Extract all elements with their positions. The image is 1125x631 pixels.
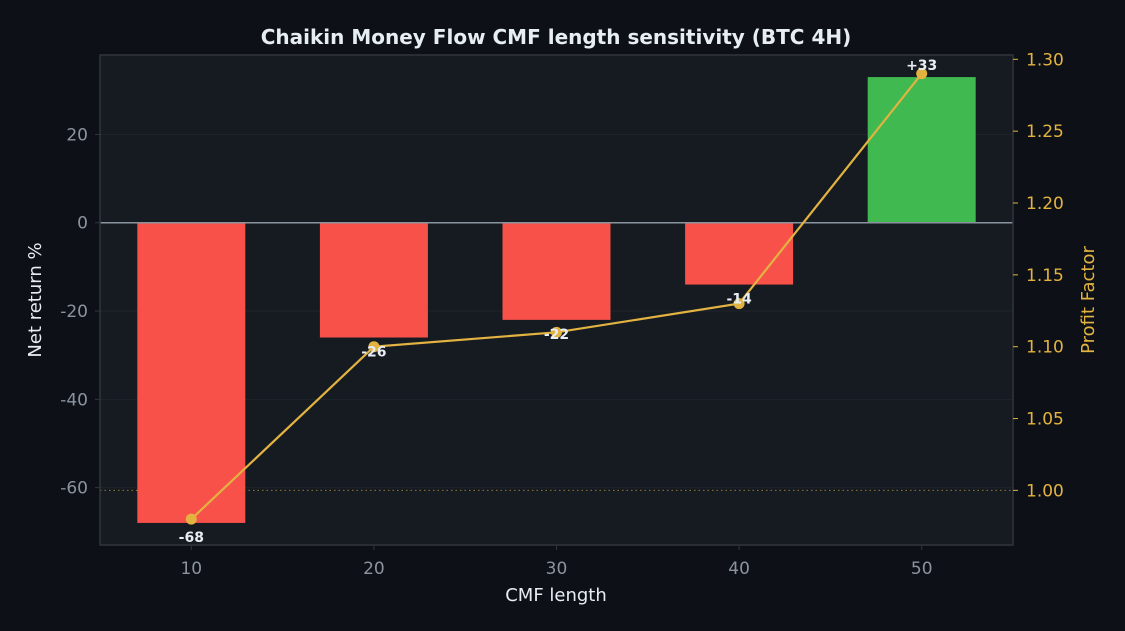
y-tick-label: -60 xyxy=(60,479,88,499)
y2-tick-label: 1.00 xyxy=(1026,481,1064,501)
profit-factor-point xyxy=(368,341,380,353)
y2-tick-label: 1.05 xyxy=(1026,410,1064,430)
profit-factor-point xyxy=(551,326,562,338)
y2-tick-label: 1.25 xyxy=(1026,122,1064,142)
bar-value-label: +33 xyxy=(906,58,937,74)
x-axis-ticks: 10 20 30 40 50 xyxy=(180,545,933,579)
bar-value-labels: -68 -26 -22 -14 +33 xyxy=(179,58,938,546)
y2-tick-label: 1.10 xyxy=(1026,338,1064,358)
chart-title: Chaikin Money Flow CMF length sensitivit… xyxy=(261,25,852,49)
x-tick-label: 10 xyxy=(180,559,202,579)
y2-axis-label: Profit Factor xyxy=(1078,246,1099,354)
bar xyxy=(685,222,794,285)
bar xyxy=(137,222,246,523)
y2-tick-label: 1.20 xyxy=(1026,194,1064,214)
profit-factor-point xyxy=(733,298,745,310)
profit-factor-point xyxy=(185,513,197,525)
profit-factor-line-layer xyxy=(185,68,928,525)
y2-tick-label: 1.15 xyxy=(1026,266,1064,286)
x-axis-label: CMF length xyxy=(505,585,607,606)
bar-value-label: -26 xyxy=(361,345,386,361)
bar-value-label: -14 xyxy=(726,292,752,308)
bar-value-label: -68 xyxy=(179,530,204,546)
profit-factor-point xyxy=(916,68,928,80)
y-tick-label: 0 xyxy=(77,214,88,234)
y-axis-ticks: -60 -40 -20 0 20 xyxy=(60,125,100,499)
bar xyxy=(867,77,976,223)
y-axis-label: Net return % xyxy=(25,242,46,357)
y2-axis-ticks: 1.00 1.05 1.10 1.15 1.20 1.25 1.30 xyxy=(1013,50,1064,501)
bars xyxy=(137,77,976,523)
bar xyxy=(319,222,428,338)
y-tick-label: -20 xyxy=(60,302,88,322)
x-tick-label: 30 xyxy=(546,559,568,579)
x-tick-label: 40 xyxy=(728,559,750,579)
y2-tick-label: 1.30 xyxy=(1026,50,1064,70)
y-tick-label: -40 xyxy=(60,390,88,410)
y-tick-label: 20 xyxy=(66,125,88,145)
bar-value-label: -22 xyxy=(544,327,569,343)
bar xyxy=(502,222,611,320)
x-tick-label: 20 xyxy=(363,559,385,579)
x-tick-label: 50 xyxy=(911,559,933,579)
